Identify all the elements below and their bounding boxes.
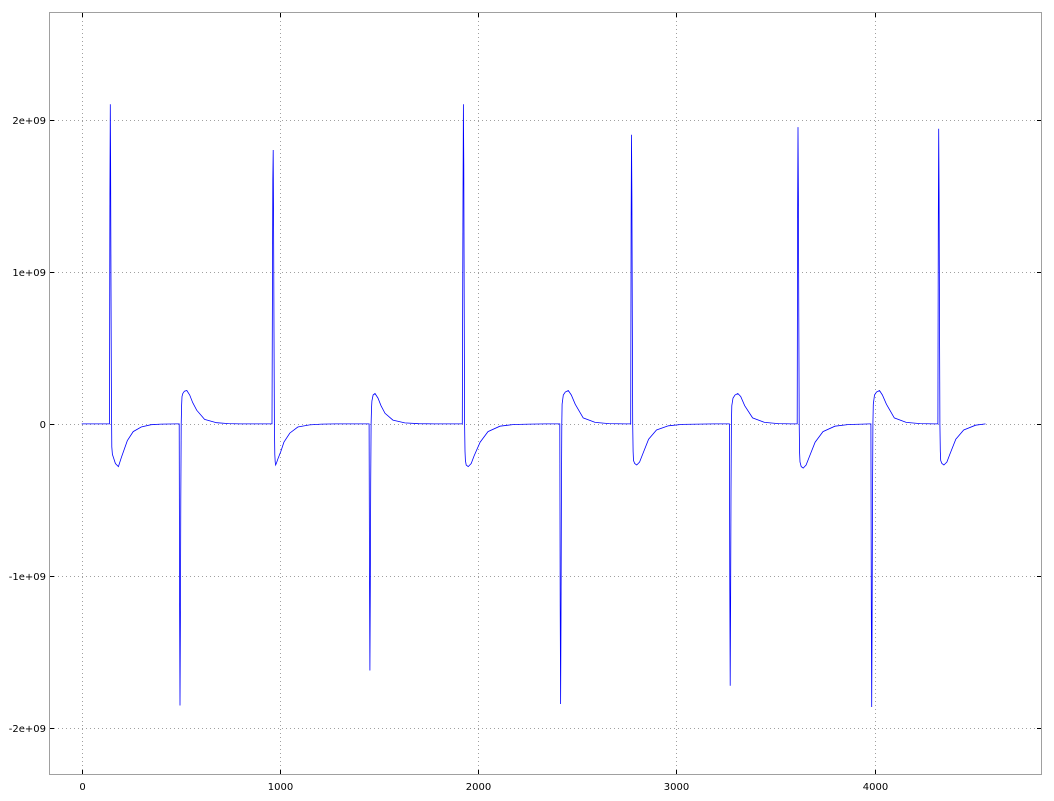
x-tick-label: 2000 (466, 782, 491, 793)
tick-label-layer: 0 1000 2000 3000 4000 2e+09 1e+09 0 -1e+09 -2e+09 (9, 116, 888, 793)
x-tick-label: 4000 (863, 782, 888, 793)
y-tick-label: -1e+09 (9, 572, 46, 583)
y-tick-label: 0 (40, 420, 46, 431)
y-tick-label: -2e+09 (9, 724, 46, 735)
series-layer (81, 104, 986, 708)
tick-layer (50, 13, 1041, 774)
series-line (81, 104, 986, 708)
x-tick-label: 3000 (664, 782, 689, 793)
plot-frame (49, 12, 1042, 775)
y-tick-label: 1e+09 (12, 268, 46, 279)
grid-layer (50, 13, 1041, 774)
x-tick-label: 0 (79, 782, 85, 793)
x-tick-label: 1000 (268, 782, 293, 793)
y-tick-label: 2e+09 (12, 116, 46, 127)
